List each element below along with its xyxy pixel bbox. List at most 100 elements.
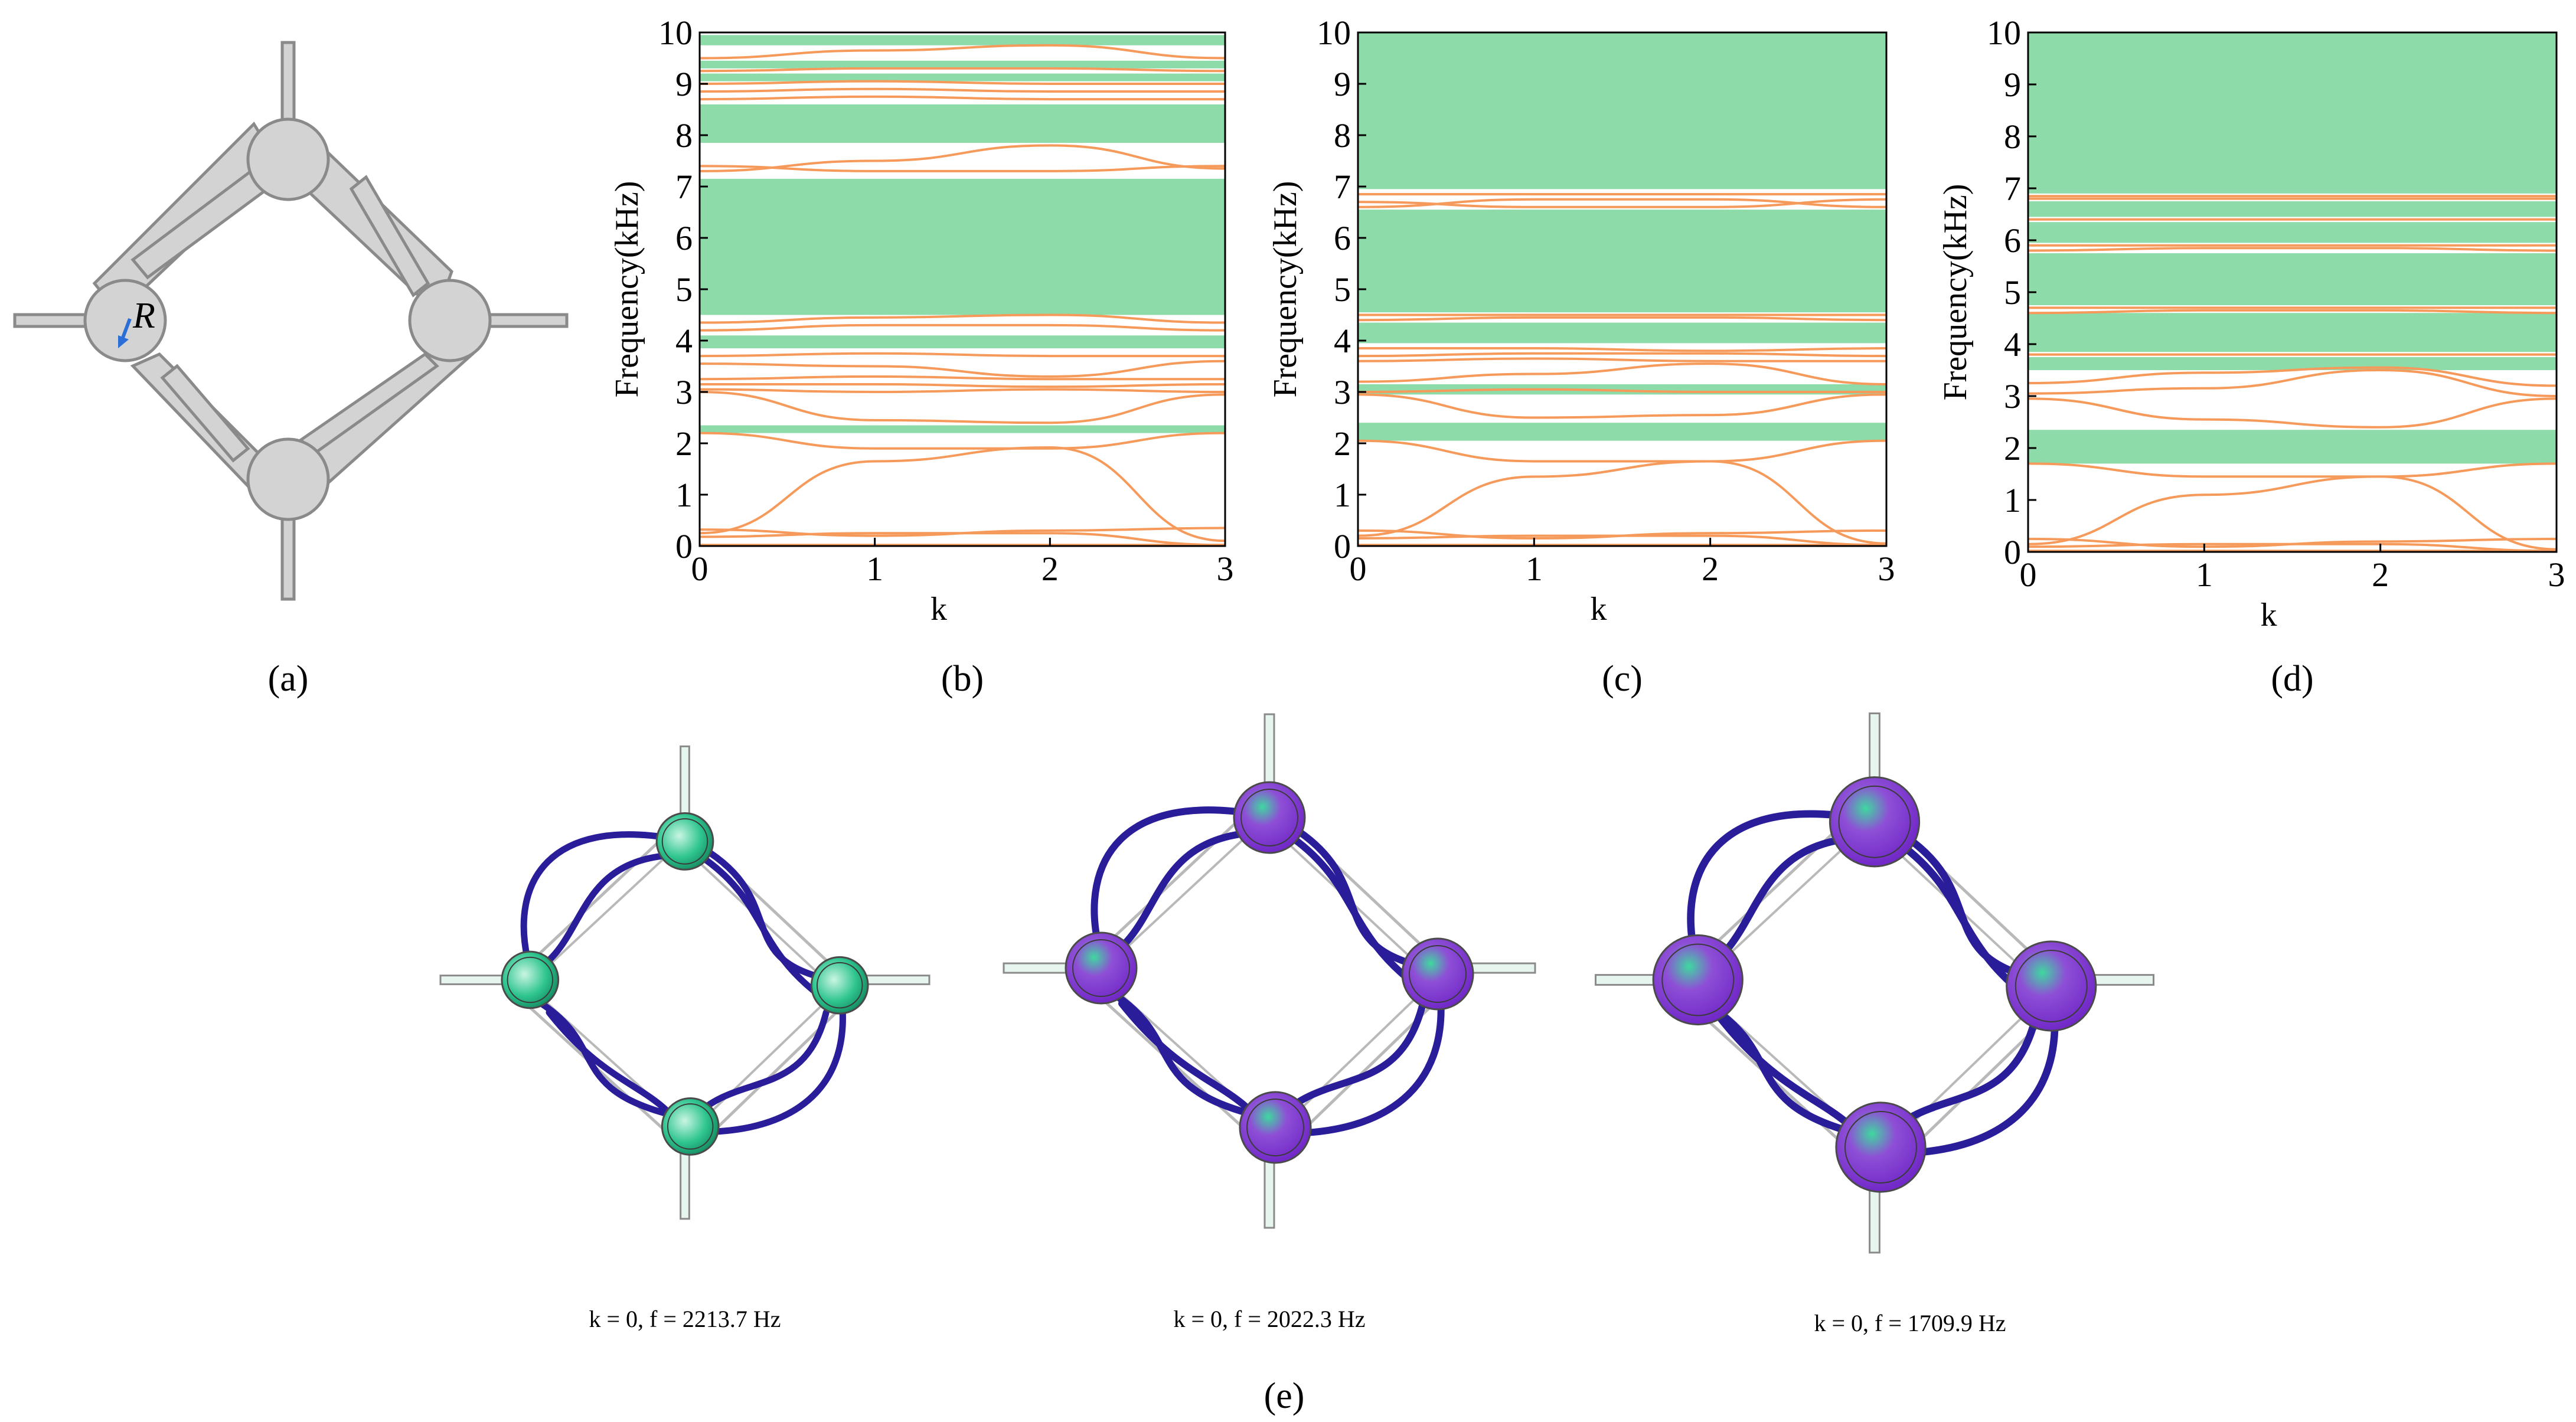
- band-structure-chart-c: 0 1 2 3 4 5 6 7 8 9 10 0 1 2 3 k Frequency(kHz) (c): [1267, 14, 1895, 699]
- band-gap: [1358, 322, 1886, 344]
- band-curve: [699, 446, 1226, 542]
- y-tick-label: 7: [2004, 169, 2021, 208]
- mode-shape-3: [1595, 712, 2154, 1254]
- resonator-inner-ring: [1072, 939, 1130, 997]
- y-tick-label: 7: [675, 168, 693, 206]
- band-curve: [2028, 397, 2557, 429]
- deformed-ligament: [1889, 1007, 2059, 1158]
- y-tick-label: 5: [2004, 273, 2021, 312]
- band-curve: [2028, 366, 2557, 387]
- deformed-ligament: [703, 857, 824, 1000]
- y-tick-label: 9: [1334, 65, 1351, 103]
- band-curve: [699, 144, 1226, 172]
- x-tick-label: 3: [2548, 555, 2565, 594]
- y-tick-label: 10: [1987, 14, 2021, 52]
- y-tick-label: 4: [1334, 322, 1351, 360]
- resonator-inner-ring: [2015, 950, 2088, 1022]
- x-axis-label: k: [2261, 597, 2277, 633]
- mode-shape-2: [1003, 713, 1536, 1229]
- y-tick-label: 0: [1334, 527, 1351, 565]
- deformed-ligament: [1687, 810, 1866, 959]
- y-tick-label: 0: [2004, 533, 2021, 571]
- chart-caption: (c): [1602, 659, 1643, 699]
- band-curve: [1357, 460, 1887, 545]
- band-curve: [1357, 362, 1887, 385]
- deformed-ligament: [1289, 835, 1421, 989]
- mode-label-1: k = 0, f = 2213.7 Hz: [589, 1306, 781, 1332]
- x-axis-label: k: [1591, 591, 1607, 627]
- y-tick-label: 5: [1334, 270, 1351, 309]
- radius-arrow-head: [118, 335, 129, 348]
- x-axis-label: k: [931, 591, 947, 627]
- band-curve: [699, 352, 1225, 358]
- band-gap: [2028, 313, 2557, 352]
- band-gap: [2028, 32, 2557, 194]
- x-tick-label: 2: [1702, 550, 1719, 588]
- deformed-ligament: [1284, 994, 1445, 1137]
- resonator-node: [1239, 1091, 1312, 1164]
- band-gap: [2028, 430, 2557, 464]
- band-curve: [1357, 316, 1887, 322]
- y-tick-label: 3: [2004, 377, 2021, 416]
- cell-ligament: [349, 175, 430, 298]
- band-curve: [699, 323, 1226, 332]
- band-curve: [699, 532, 1226, 547]
- band-gap: [700, 35, 1225, 45]
- resonator-inner-ring: [507, 956, 554, 1003]
- x-tick-label: 1: [2196, 555, 2213, 594]
- arm-left: [439, 975, 512, 985]
- band-structure-chart-d: 0 1 2 3 4 5 6 7 8 9 10 0 1 2 3 k Frequency(kHz) (d): [1937, 14, 2565, 699]
- deformed-ligament: [692, 1009, 830, 1119]
- resonator-node: [1233, 781, 1306, 854]
- band-curve: [1357, 439, 1887, 463]
- resonator-inner-ring: [667, 1103, 714, 1150]
- band-gap: [700, 73, 1225, 81]
- y-tick-label: 2: [1334, 424, 1351, 463]
- caption-e: (e): [1264, 1376, 1305, 1416]
- resonator-inner-ring: [1838, 785, 1911, 858]
- y-tick-label: 1: [1334, 476, 1351, 514]
- y-tick-label: 1: [675, 476, 693, 514]
- y-tick-label: 8: [2004, 117, 2021, 156]
- y-tick-label: 0: [675, 527, 693, 565]
- band-gap: [700, 60, 1225, 68]
- band-curve: [2028, 247, 2557, 252]
- x-tick-label: 2: [1041, 550, 1059, 588]
- resonator-node: [501, 950, 560, 1009]
- band-curve: [699, 375, 1225, 381]
- y-axis-label: Frequency(kHz): [1267, 181, 1304, 398]
- band-curve: [699, 95, 1225, 101]
- resonator-inner-ring: [1246, 1099, 1304, 1156]
- y-tick-label: 3: [1334, 373, 1351, 411]
- band-curve: [699, 388, 1226, 394]
- band-curve: [1357, 357, 1886, 362]
- cell-node-right: [408, 279, 492, 362]
- resonator-inner-ring: [816, 962, 863, 1009]
- y-tick-label: 7: [1334, 168, 1351, 206]
- deformed-ligament: [535, 851, 678, 973]
- resonator-inner-ring: [1844, 1111, 1917, 1184]
- x-tick-label: 3: [1878, 550, 1895, 588]
- band-gap: [2028, 201, 2557, 217]
- resonator-node: [2006, 940, 2097, 1032]
- band-curve: [1357, 388, 1886, 394]
- band-structure-chart-b: 0 1 2 3 4 5 6 7 8 9 10 0 1 2 3 k Frequency(kHz) (b): [609, 14, 1234, 699]
- deformed-ligament: [698, 1003, 846, 1136]
- x-tick-label: 3: [1217, 550, 1234, 588]
- deformed-ligament: [535, 998, 678, 1119]
- undeformed-frame: [525, 842, 839, 1134]
- x-tick-label: 0: [2020, 555, 2037, 594]
- unit-cell-diagram: R: [13, 41, 569, 601]
- deformed-ligament: [520, 831, 678, 962]
- y-tick-label: 9: [2004, 66, 2021, 104]
- resonator-node: [1835, 1101, 1927, 1193]
- band-gap: [700, 335, 1225, 349]
- resonator-node: [1065, 931, 1138, 1005]
- band-curve: [1357, 393, 1887, 419]
- band-gap: [1358, 210, 1886, 313]
- resonator-inner-ring: [1409, 945, 1467, 1003]
- deformed-ligament: [1091, 806, 1261, 948]
- y-tick-label: 8: [675, 116, 693, 155]
- y-tick-label: 6: [2004, 221, 2021, 260]
